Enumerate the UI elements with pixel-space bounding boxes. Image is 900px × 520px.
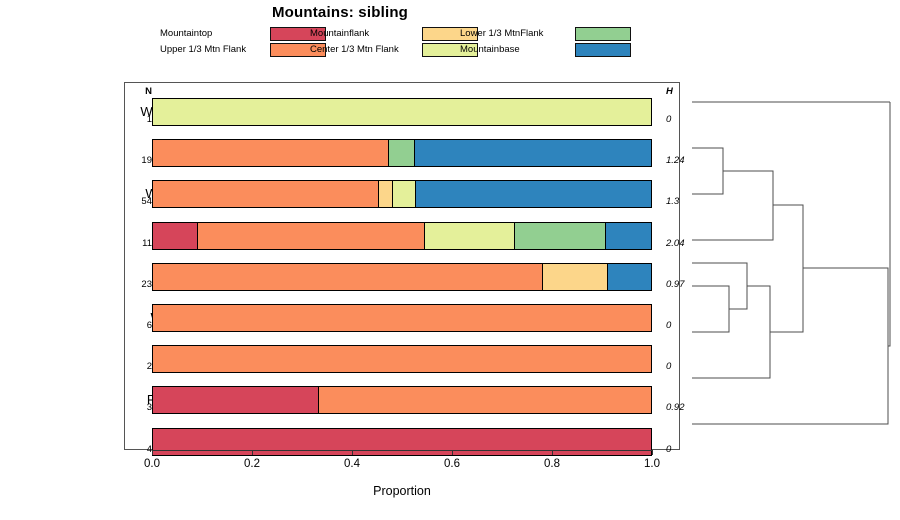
row-n-roundor: 3 — [146, 402, 152, 414]
bar-segment[interactable] — [198, 222, 425, 249]
row-n-winspect: 54 — [141, 196, 152, 208]
legend-label-4: Lower 1/3 MtnFlank — [460, 28, 544, 39]
legend-column-1: Mountaintop Upper 1/3 Mtn Flank — [160, 26, 330, 58]
dendro-link-upper-cluster — [692, 170, 774, 241]
row-n-lap: 4 — [146, 443, 152, 455]
legend-label-0: Mountaintop — [160, 28, 213, 39]
bar-segment[interactable] — [153, 181, 379, 208]
row-n-quigley: 2 — [146, 361, 152, 373]
legend-swatch-4 — [575, 27, 631, 41]
row-h-whitecow: 0 — [666, 114, 672, 125]
bar-segment[interactable] — [607, 263, 651, 290]
legend-item-mountainflank[interactable]: Mountainflank — [310, 26, 480, 42]
legend-label-1: Upper 1/3 Mtn Flank — [160, 44, 247, 55]
table-row[interactable] — [152, 427, 652, 456]
bar-segment[interactable] — [153, 140, 389, 167]
x-tick-label: 1.0 — [644, 458, 660, 470]
x-tick-label: 0.0 — [144, 458, 160, 470]
bar-segment[interactable] — [605, 222, 651, 249]
legend-swatch-3 — [422, 43, 478, 57]
bar-segment[interactable] — [415, 140, 651, 167]
legend-column-2: Mountainflank Center 1/3 Mtn Flank — [310, 26, 480, 58]
x-axis-title: Proportion — [373, 484, 431, 498]
table-row[interactable] — [152, 221, 652, 250]
row-h-winspect: 1.3 — [666, 196, 680, 208]
x-tick — [552, 450, 553, 455]
x-axis-line — [152, 450, 652, 451]
row-h-hanson: 0.97 — [666, 278, 685, 290]
row-h-roundor: 0.92 — [666, 402, 685, 414]
legend-item-lower-third-mtn-flank[interactable]: Lower 1/3 MtnFlank — [460, 26, 631, 42]
dendrogram — [690, 82, 900, 450]
bar-segment[interactable] — [153, 305, 651, 331]
legend-item-center-third-mtn-flank[interactable]: Center 1/3 Mtn Flank — [310, 42, 480, 58]
column-header-n: N — [145, 86, 152, 97]
dendrogram-links — [692, 101, 891, 425]
table-row[interactable] — [152, 139, 652, 168]
dendro-link-two-clusters — [770, 204, 804, 333]
x-tick-label: 0.6 — [444, 458, 460, 470]
legend-swatch-0 — [270, 27, 326, 41]
x-tick — [352, 450, 353, 455]
bar-segment[interactable] — [153, 99, 651, 125]
bar-segment[interactable] — [153, 346, 651, 373]
bar-segment[interactable] — [392, 181, 416, 208]
row-n-hanson: 23 — [141, 278, 152, 290]
legend-swatch-2 — [422, 27, 478, 41]
bar-segment[interactable] — [153, 222, 199, 249]
legend-item-upper-third-mtn-flank[interactable]: Upper 1/3 Mtn Flank — [160, 42, 330, 58]
bar-segment[interactable] — [542, 263, 608, 290]
row-n-wimper: 19 — [141, 155, 152, 167]
table-row[interactable] — [152, 386, 652, 415]
bar-segment[interactable] — [153, 387, 319, 414]
dendro-link-wimper-winspect — [692, 147, 724, 195]
legend: Mountaintop Upper 1/3 Mtn Flank Mountain… — [160, 26, 670, 58]
table-row[interactable] — [152, 345, 652, 374]
x-tick-label: 0.4 — [344, 458, 360, 470]
row-n-holter: 11 — [142, 237, 152, 249]
column-header-h: H — [666, 86, 673, 97]
bar-segment[interactable] — [515, 222, 606, 249]
x-tick-label: 0.2 — [244, 458, 260, 470]
legend-item-mountaintop[interactable]: Mountaintop — [160, 26, 330, 42]
table-row[interactable] — [152, 98, 652, 126]
legend-swatch-5 — [575, 43, 631, 57]
row-h-windham: 0 — [666, 320, 672, 331]
x-tick — [152, 450, 153, 455]
legend-column-3: Lower 1/3 MtnFlank Mountainbase — [460, 26, 631, 58]
x-tick — [652, 450, 653, 455]
x-tick — [452, 450, 453, 455]
row-h-lap: 0 — [666, 443, 672, 455]
row-h-holter: 2.04 — [666, 237, 685, 249]
chart-title: Mountains: sibling — [271, 4, 409, 21]
dendrogram-svg — [692, 101, 891, 425]
row-n-windham: 6 — [146, 320, 152, 331]
dendro-link-lap — [692, 267, 889, 425]
legend-item-mountainbase[interactable]: Mountainbase — [460, 42, 631, 58]
bar-segment[interactable] — [378, 181, 393, 208]
row-h-wimper: 1.24 — [666, 155, 685, 167]
bar-segment[interactable] — [424, 222, 516, 249]
legend-label-2: Mountainflank — [310, 28, 370, 39]
table-row[interactable] — [152, 262, 652, 291]
row-n-whitecow: 1 — [146, 114, 152, 125]
bar-segment[interactable] — [318, 387, 651, 414]
table-row[interactable] — [152, 304, 652, 332]
legend-label-3: Center 1/3 Mtn Flank — [310, 44, 399, 55]
dendro-link-root — [888, 102, 891, 347]
table-row[interactable] — [152, 180, 652, 209]
legend-swatch-1 — [270, 43, 326, 57]
legend-label-5: Mountainbase — [460, 44, 520, 55]
dendro-link-windham-quigley — [692, 285, 730, 333]
bar-segment[interactable] — [153, 263, 543, 290]
row-h-quigley: 0 — [666, 361, 672, 373]
x-tick — [252, 450, 253, 455]
bar-segment[interactable] — [388, 140, 416, 167]
x-tick-label: 0.8 — [544, 458, 560, 470]
bar-segment[interactable] — [415, 181, 651, 208]
